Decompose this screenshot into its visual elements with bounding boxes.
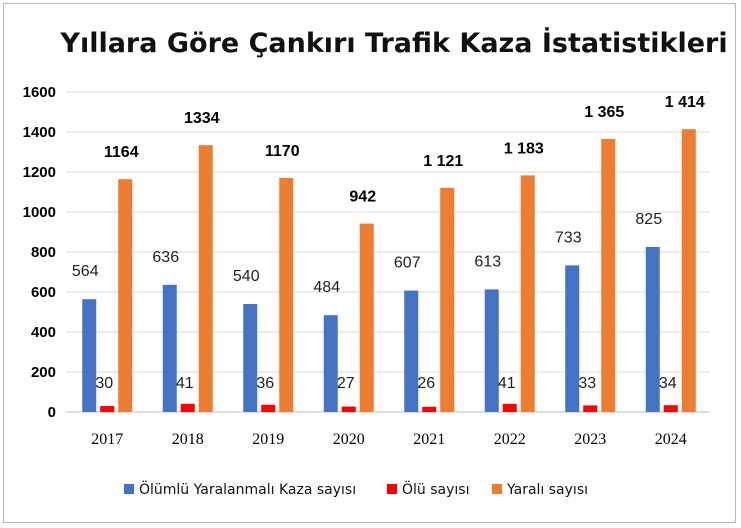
bar-olu	[261, 404, 276, 412]
x-tick-label: 2022	[494, 431, 526, 448]
data-label: 33	[578, 375, 596, 392]
x-tick-label: 2020	[333, 431, 365, 448]
bar-olu	[663, 405, 678, 412]
data-label: 27	[337, 375, 355, 392]
bar-yarali	[681, 129, 696, 412]
data-label: 636	[152, 249, 179, 266]
y-tick-label: 800	[31, 244, 56, 261]
bar-yarali	[198, 145, 213, 412]
bar-yarali	[279, 178, 294, 412]
data-label: 1 183	[504, 140, 544, 157]
bar-yarali	[520, 175, 535, 412]
bar-kaza	[645, 247, 660, 412]
bar-kaza	[323, 315, 338, 412]
x-tick-label: 2023	[574, 431, 606, 448]
x-axis-ticks: 2017 2018 2019 2020 2021 2022 2023 2024	[91, 431, 687, 448]
legend-swatch	[387, 484, 397, 494]
bar-yarali	[359, 223, 374, 412]
x-tick-label: 2017	[91, 431, 123, 448]
y-axis-ticks: 0 200 400 600 800 1000 1200 1400 1600	[23, 84, 56, 421]
legend-label: Ölümlü Yaralanmalı Kaza sayısı	[139, 480, 356, 498]
data-label: 41	[498, 375, 516, 392]
y-tick-label: 1200	[23, 164, 56, 181]
data-label: 607	[394, 255, 421, 272]
legend-label: Yaralı sayısı	[506, 482, 588, 498]
data-label: 1170	[265, 143, 300, 160]
y-tick-label: 400	[31, 324, 56, 341]
bar-kaza	[484, 289, 499, 412]
bar-olu	[422, 406, 437, 412]
data-label: 30	[95, 375, 113, 392]
data-label: 942	[349, 189, 376, 206]
data-label: 41	[176, 375, 194, 392]
data-label: 1 414	[665, 94, 705, 111]
bar-olu	[100, 406, 115, 412]
data-label: 26	[417, 375, 435, 392]
data-label: 1 365	[584, 104, 624, 121]
x-tick-label: 2019	[252, 431, 284, 448]
y-tick-label: 600	[31, 284, 56, 301]
data-label: 1 121	[423, 153, 463, 170]
bar-kaza	[404, 290, 419, 412]
data-labels: 564 30 1164 636 41 1334 540 36 1170 484 27 942 607 26…	[72, 94, 705, 392]
data-label: 733	[555, 229, 582, 246]
bar-kaza	[243, 304, 258, 412]
bar-kaza	[565, 265, 580, 412]
data-label: 484	[313, 279, 340, 296]
data-label: 540	[233, 268, 260, 285]
data-label: 1164	[104, 144, 139, 161]
y-tick-label: 1400	[23, 124, 56, 141]
legend: Ölümlü Yaralanmalı Kaza sayısı Ölü sayısı…	[124, 480, 588, 498]
legend-swatch	[124, 484, 134, 494]
x-tick-label: 2024	[655, 431, 687, 448]
legend-label: Ölü sayısı	[402, 480, 469, 498]
y-tick-label: 1000	[23, 204, 56, 221]
data-label: 613	[474, 253, 501, 270]
bar-kaza	[82, 299, 97, 412]
bar-olu	[180, 403, 195, 412]
legend-swatch	[492, 484, 502, 494]
data-label: 825	[635, 211, 662, 228]
bars	[82, 129, 696, 412]
y-tick-label: 0	[48, 404, 56, 421]
bar-kaza	[162, 284, 177, 412]
bar-olu	[502, 403, 517, 412]
data-label: 34	[659, 375, 677, 392]
y-tick-label: 200	[31, 364, 56, 381]
chart-title: Yıllara Göre Çankırı Trafik Kaza İstatis…	[59, 27, 727, 59]
bar-olu	[341, 406, 356, 412]
data-label: 1334	[184, 110, 220, 127]
data-label: 564	[72, 263, 99, 280]
data-label: 36	[256, 375, 274, 392]
bar-yarali	[440, 187, 455, 412]
y-tick-label: 1600	[23, 84, 56, 101]
x-tick-label: 2018	[172, 431, 204, 448]
bar-yarali	[601, 139, 616, 412]
bar-olu	[583, 405, 598, 412]
bar-yarali	[118, 179, 133, 412]
x-tick-label: 2021	[413, 431, 445, 448]
